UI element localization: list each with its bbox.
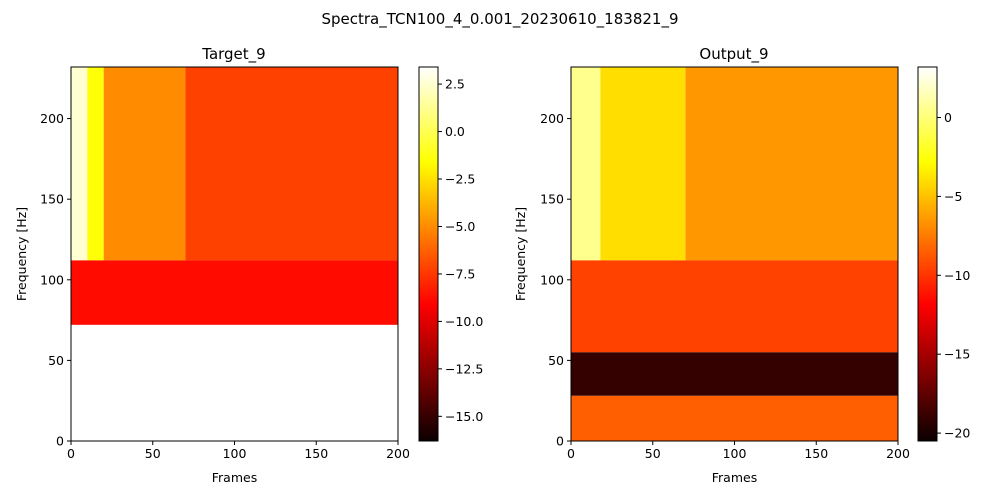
y-tick-label: 150	[40, 192, 64, 207]
x-tick-label: 0	[567, 446, 575, 461]
y-tick-label: 50	[48, 353, 64, 368]
axes-output: 0 50 100 150 200 0 50 100 150 200	[540, 111, 910, 461]
heatmap-region-0	[71, 67, 88, 261]
panel-title-output: Output_9	[699, 45, 768, 64]
y-tick-label: 200	[40, 111, 64, 126]
y-tick-label: 100	[40, 272, 64, 287]
colorbar-target	[418, 66, 439, 442]
heatmap-region-4	[571, 352, 898, 396]
colorbar-tick-label: −10.0	[445, 314, 483, 329]
x-tick-label: 150	[804, 446, 828, 461]
axes-target: 0 50 100 150 200 0 50 100 150 200	[40, 111, 410, 461]
heatmap-region-0	[571, 67, 601, 261]
x-axis-label-target: Frames	[212, 470, 257, 485]
y-tick-label: 50	[548, 353, 564, 368]
heatmap-region-2	[103, 67, 186, 261]
y-tick-label: 200	[540, 111, 564, 126]
colorbar-tick-label: −20	[944, 426, 970, 441]
heatmap-output	[571, 67, 898, 441]
x-tick-label: 100	[723, 446, 747, 461]
colorbar-output	[917, 66, 938, 442]
panel-output: Output_9 0 50 100 150 200 0 50 100 150 200 Frames…	[513, 45, 970, 485]
colorbar-tick-label: 2.5	[445, 77, 465, 92]
x-tick-label: 150	[304, 446, 328, 461]
colorbar-tick-label: −12.5	[445, 361, 483, 376]
y-tick-label: 100	[540, 272, 564, 287]
x-axis-label-output: Frames	[712, 470, 757, 485]
colorbar-tick-label: −5.0	[445, 219, 475, 234]
colorbar-tick-label: 0	[944, 110, 952, 125]
x-tick-label: 200	[386, 446, 410, 461]
y-tick-label: 0	[556, 434, 564, 449]
y-axis-label-target: Frequency [Hz]	[14, 207, 29, 301]
colorbar-tick-label: 0.0	[445, 124, 465, 139]
x-tick-label: 100	[223, 446, 247, 461]
colorbar-tick-label: −7.5	[445, 266, 475, 281]
colorbar-tick-label: −10	[944, 268, 970, 283]
heatmap-region-3	[185, 67, 398, 261]
heatmap-region-1	[600, 67, 686, 261]
y-tick-label: 150	[540, 192, 564, 207]
x-tick-label: 50	[645, 446, 661, 461]
heatmap-region-3	[571, 260, 898, 353]
y-tick-label: 0	[56, 434, 64, 449]
y-axis-label-output: Frequency [Hz]	[513, 207, 528, 301]
heatmap-region-2	[685, 67, 898, 261]
heatmap-region-4	[71, 260, 398, 325]
heatmap-target	[71, 67, 398, 441]
panel-title-target: Target_9	[201, 45, 265, 64]
colorbar-ticks-target: 2.5 0.0 −2.5 −5.0 −7.5 −10.0 −12.5 −15.0	[438, 77, 483, 424]
colorbar-tick-label: −15.0	[445, 409, 483, 424]
heatmap-region-5	[571, 395, 898, 441]
heatmap-region-1	[87, 67, 104, 261]
colorbar-tick-label: −15	[944, 347, 970, 362]
colorbar-tick-label: −5	[944, 189, 962, 204]
colorbar-ticks-output: 0 −5 −10 −15 −20	[937, 110, 970, 441]
x-tick-label: 50	[145, 446, 161, 461]
panel-target: Target_9 0 50 100 150 200 0 50 100 150 200 Frames…	[14, 45, 483, 485]
colorbar-tick-label: −2.5	[445, 172, 475, 187]
x-tick-label: 200	[886, 446, 910, 461]
x-tick-label: 0	[67, 446, 75, 461]
heatmap-region-5	[71, 324, 398, 441]
figure-suptitle: Spectra_TCN100_4_0.001_20230610_183821_9	[321, 10, 678, 29]
